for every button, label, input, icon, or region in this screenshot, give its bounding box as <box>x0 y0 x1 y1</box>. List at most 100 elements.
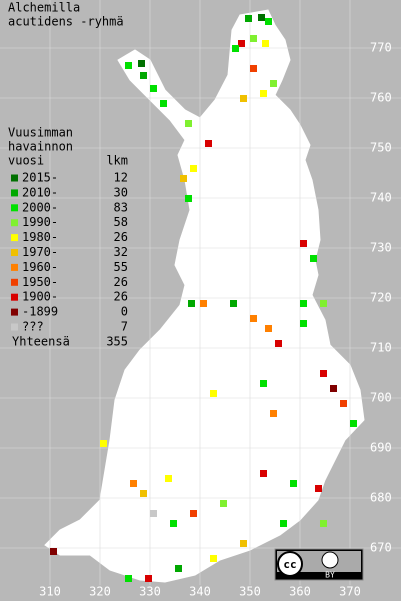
easting-label: 360 <box>289 585 311 599</box>
observation <box>150 85 157 92</box>
observation <box>275 340 282 347</box>
observation <box>260 470 267 477</box>
observation <box>170 520 177 527</box>
observation <box>188 300 195 307</box>
northing-label: 700 <box>370 391 392 405</box>
legend-count: 26 <box>114 290 128 304</box>
observation <box>340 400 347 407</box>
legend-count-header: lkm <box>106 154 128 168</box>
observation <box>270 410 277 417</box>
legend-count: 26 <box>114 230 128 244</box>
easting-label: 340 <box>189 585 211 599</box>
legend-count: 30 <box>114 185 128 199</box>
observation <box>245 15 252 22</box>
observation <box>220 500 227 507</box>
legend-swatch <box>11 308 18 316</box>
observation <box>230 300 237 307</box>
northing-label: 710 <box>370 341 392 355</box>
legend-count: 32 <box>114 245 128 259</box>
cc-logo: cc <box>283 558 296 571</box>
observation <box>125 62 132 69</box>
legend-label: 1950- <box>22 275 58 289</box>
legend-swatch <box>11 219 18 227</box>
total-label: Yhteensä <box>12 335 70 349</box>
northing-label: 720 <box>370 291 392 305</box>
legend-swatch <box>11 189 18 197</box>
observation <box>165 475 172 482</box>
observation <box>240 95 247 102</box>
observation <box>160 100 167 107</box>
northing-label: 760 <box>370 91 392 105</box>
legend-swatch <box>11 323 18 331</box>
observation <box>300 240 307 247</box>
observation <box>250 315 257 322</box>
title-line: Alchemilla <box>8 1 80 15</box>
legend: 2015- 12 2010- 30 2000- 83 1990- 58 1980- 26 1970-… <box>11 171 128 349</box>
observation <box>320 300 327 307</box>
legend-count: 55 <box>114 260 128 274</box>
finland-outline <box>44 9 365 583</box>
legend-count: 7 <box>121 320 128 334</box>
observation <box>250 65 257 72</box>
observation <box>100 440 107 447</box>
observation <box>175 565 182 572</box>
observation <box>350 420 357 427</box>
observation <box>190 165 197 172</box>
legend-count: 83 <box>114 200 128 214</box>
observation <box>138 60 145 67</box>
observation <box>210 390 217 397</box>
observation <box>320 370 327 377</box>
easting-label: 320 <box>89 585 111 599</box>
observation <box>180 175 187 182</box>
legend-label: -1899 <box>22 305 58 319</box>
observation <box>310 255 317 262</box>
observation <box>238 40 245 47</box>
legend-heading: havainnon <box>8 140 73 154</box>
by-icon <box>321 551 339 569</box>
legend-label: 1980- <box>22 230 58 244</box>
legend-heading: Vuusimman <box>8 126 73 140</box>
observation <box>140 72 147 79</box>
legend-swatch <box>11 293 18 301</box>
observation <box>190 510 197 517</box>
observation <box>240 540 247 547</box>
observation <box>150 510 157 517</box>
easting-label: 330 <box>139 585 161 599</box>
northing-label: 680 <box>370 491 392 505</box>
observation <box>265 325 272 332</box>
observation <box>270 80 277 87</box>
northing-label: 770 <box>370 41 392 55</box>
total-count: 355 <box>106 335 128 349</box>
legend-label: 1900- <box>22 290 58 304</box>
observation <box>185 195 192 202</box>
observation <box>50 548 57 555</box>
legend-swatch <box>11 263 18 271</box>
observation <box>260 90 267 97</box>
legend-label: 1990- <box>22 215 58 229</box>
observation <box>145 575 152 582</box>
title-line: acutidens -ryhmä <box>8 15 124 29</box>
northing-label: 750 <box>370 141 392 155</box>
observation <box>280 520 287 527</box>
legend-label: 1960- <box>22 260 58 274</box>
observation <box>300 320 307 327</box>
legend-label: 2000- <box>22 200 58 214</box>
legend-count: 58 <box>114 215 128 229</box>
observations <box>50 14 357 582</box>
observation <box>130 480 137 487</box>
legend-swatch <box>11 174 18 182</box>
observation <box>300 300 307 307</box>
legend-count: 12 <box>114 171 128 185</box>
observation <box>200 300 207 307</box>
observation <box>330 385 337 392</box>
observation <box>262 40 269 47</box>
legend-label: 1970- <box>22 245 58 259</box>
observation <box>125 575 132 582</box>
observation <box>232 45 239 52</box>
observation <box>290 480 297 487</box>
legend-year-header: vuosi <box>8 154 44 168</box>
northing-label: 740 <box>370 191 392 205</box>
legend-label: 2010- <box>22 185 58 199</box>
